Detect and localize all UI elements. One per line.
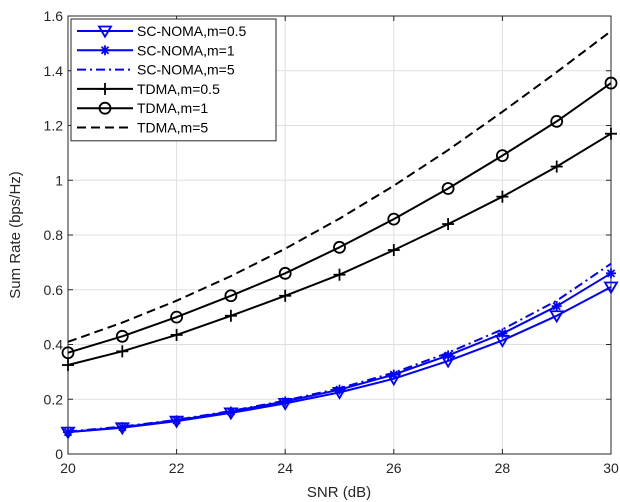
legend-entry: SC-NOMA,m=5 <box>77 62 235 78</box>
marker-triangle-down <box>603 281 619 295</box>
marker-asterisk <box>551 301 562 312</box>
marker-circle <box>98 101 112 115</box>
legend-label: SC-NOMA,m=0.5 <box>137 23 247 39</box>
marker-circle <box>278 266 292 280</box>
x-tick-label: 26 <box>386 460 402 476</box>
y-tick-label: 0.2 <box>44 391 64 407</box>
marker-plus <box>605 127 617 140</box>
marker-asterisk <box>606 268 616 279</box>
legend-label: SC-NOMA,m=5 <box>137 62 235 78</box>
marker-circle <box>170 310 184 324</box>
marker-plus <box>496 190 509 203</box>
marker-triangle-down <box>549 310 565 324</box>
marker-asterisk-d2 <box>100 46 110 55</box>
y-tick-label: 0.8 <box>44 227 64 243</box>
x-tick-label: 22 <box>169 460 185 476</box>
legend-entry: TDMA,m=5 <box>77 120 208 136</box>
marker-circle <box>387 212 401 226</box>
marker-asterisk <box>100 45 110 56</box>
marker-asterisk-d2 <box>498 329 507 338</box>
series-line <box>67 82 612 354</box>
y-tick-label: 0 <box>55 446 63 462</box>
x-tick-label: 20 <box>60 460 76 476</box>
x-tick-label: 30 <box>603 460 619 476</box>
marker-plus <box>224 309 237 322</box>
legend-box <box>70 18 277 142</box>
series <box>62 127 617 372</box>
marker-plus <box>550 160 563 173</box>
marker-circle <box>550 114 564 128</box>
legend-label: TDMA,m=1 <box>137 100 208 116</box>
legend-entry: TDMA,m=0.5 <box>77 81 220 97</box>
series <box>67 262 612 433</box>
marker-asterisk-d2 <box>389 370 398 379</box>
legend-label: SC-NOMA,m=1 <box>137 42 235 58</box>
marker-asterisk-d2 <box>118 423 127 432</box>
marker-asterisk-d2 <box>63 427 73 437</box>
marker-circle <box>224 289 238 303</box>
marker-asterisk-d2 <box>226 407 236 416</box>
marker-circle <box>333 240 346 254</box>
legend-entry: SC-NOMA,m=1 <box>77 42 235 58</box>
marker-plus <box>442 218 455 231</box>
series <box>61 76 618 360</box>
marker-plus <box>279 289 292 302</box>
marker-circle <box>441 182 455 195</box>
marker-asterisk-d2 <box>552 302 561 311</box>
legend-label: TDMA,m=5 <box>137 120 208 136</box>
y-tick-label: 1.6 <box>44 8 64 24</box>
x-tick-label: 24 <box>277 460 293 476</box>
marker-triangle-down <box>97 25 113 39</box>
legend-label: TDMA,m=0.5 <box>137 81 220 97</box>
y-tick-label: 0.4 <box>44 337 64 353</box>
marker-asterisk-d2 <box>335 385 344 394</box>
axes: 20 22 24 26 28 30 0 0.2 0.4 0.6 0.8 1 1.2 1.4 1.6 <box>44 8 619 476</box>
y-axis-label: Sum Rate (bps/Hz) <box>7 171 24 299</box>
marker-plus <box>333 268 346 281</box>
marker-circle <box>604 76 618 90</box>
marker-circle <box>495 149 509 163</box>
marker-asterisk <box>117 422 128 433</box>
series-line <box>67 262 612 433</box>
legend-entry: SC-NOMA,m=0.5 <box>77 23 247 39</box>
marker-plus <box>170 328 183 341</box>
y-tick-label: 1.4 <box>44 63 64 79</box>
y-tick-label: 0.6 <box>44 282 64 298</box>
marker-circle <box>61 346 75 360</box>
series <box>67 30 612 343</box>
series-line <box>67 30 612 343</box>
x-axis-label: SNR (dB) <box>307 484 371 501</box>
legend: SC-NOMA,m=0.5 SC-NOMA,m=1 SC-NOMA,m=5 TDMA,… <box>70 18 277 142</box>
marker-asterisk <box>63 427 73 438</box>
legend-entry: TDMA,m=1 <box>77 100 208 116</box>
marker-plus <box>116 345 129 358</box>
y-tick-label: 1 <box>55 172 63 188</box>
marker-circle <box>115 329 129 343</box>
x-tick-label: 28 <box>495 460 511 476</box>
marker-asterisk-d2 <box>443 351 453 360</box>
marker-plus <box>387 244 400 257</box>
marker-plus <box>99 82 111 95</box>
marker-asterisk-d2 <box>606 269 616 278</box>
y-tick-label: 1.2 <box>44 118 64 134</box>
marker-plus <box>62 359 74 372</box>
series-layer <box>60 30 619 440</box>
